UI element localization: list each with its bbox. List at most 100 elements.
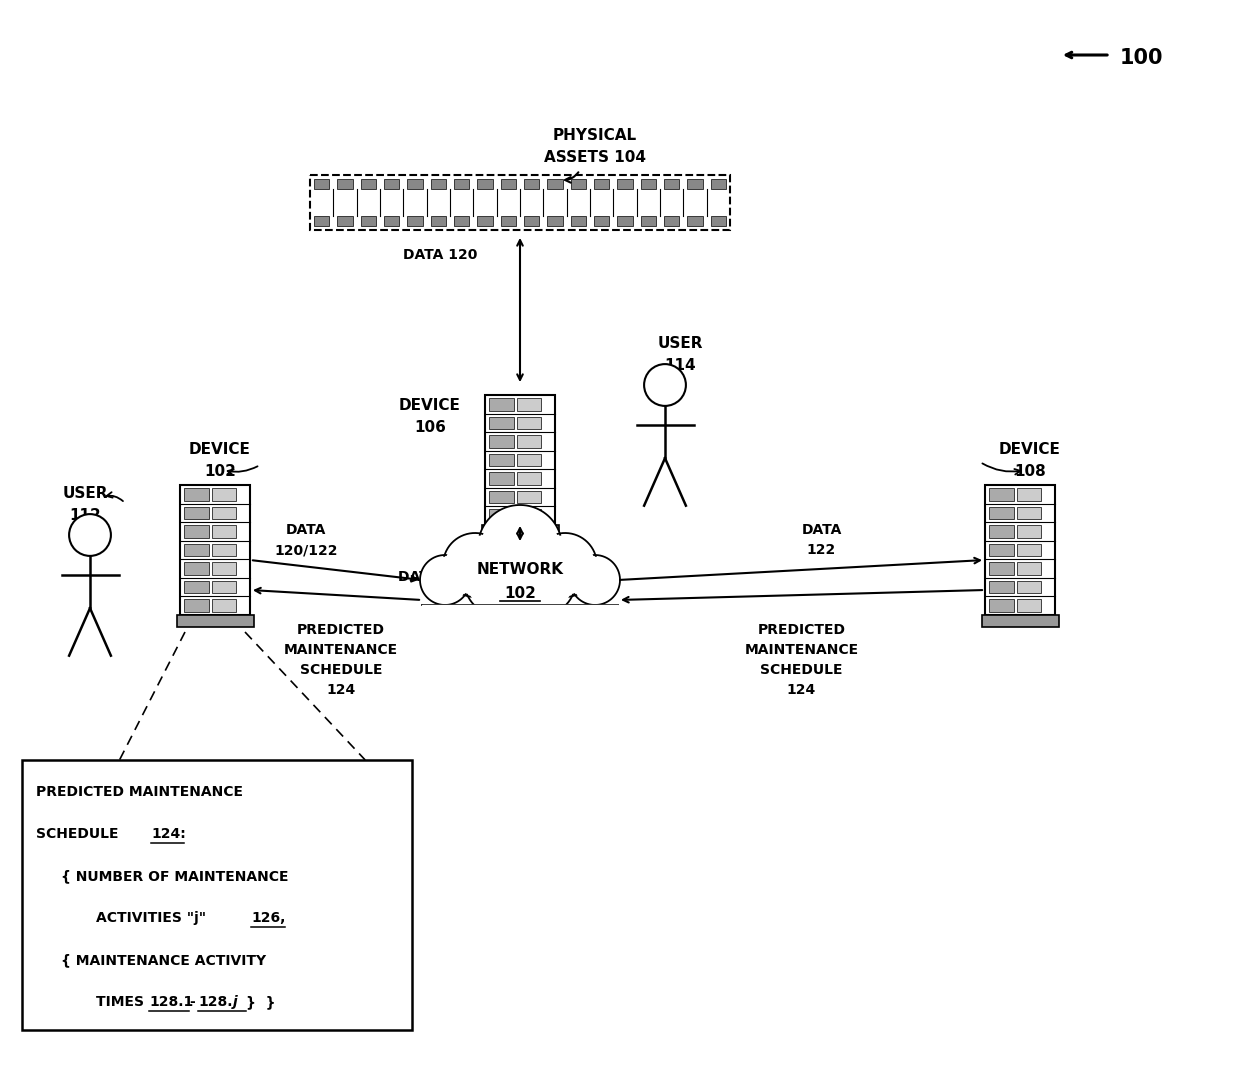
FancyBboxPatch shape — [517, 472, 541, 485]
Circle shape — [481, 508, 559, 586]
FancyBboxPatch shape — [525, 180, 539, 189]
Text: USER: USER — [62, 486, 108, 501]
Circle shape — [506, 546, 573, 614]
FancyBboxPatch shape — [489, 454, 513, 467]
FancyBboxPatch shape — [184, 600, 208, 612]
Circle shape — [477, 505, 562, 589]
Text: 120/122: 120/122 — [274, 543, 337, 557]
FancyBboxPatch shape — [990, 488, 1013, 501]
FancyBboxPatch shape — [361, 216, 376, 226]
Text: DATA: DATA — [285, 524, 326, 538]
FancyBboxPatch shape — [430, 216, 446, 226]
Circle shape — [422, 557, 469, 603]
FancyBboxPatch shape — [1017, 488, 1042, 501]
FancyBboxPatch shape — [711, 180, 725, 189]
FancyBboxPatch shape — [517, 454, 541, 467]
FancyBboxPatch shape — [184, 580, 208, 593]
Circle shape — [536, 535, 595, 594]
FancyBboxPatch shape — [641, 180, 656, 189]
Text: PREDICTED: PREDICTED — [298, 624, 384, 637]
FancyBboxPatch shape — [430, 180, 446, 189]
FancyBboxPatch shape — [618, 180, 632, 189]
FancyBboxPatch shape — [517, 435, 541, 447]
FancyBboxPatch shape — [711, 216, 725, 226]
Text: USER: USER — [657, 335, 703, 350]
Circle shape — [644, 364, 686, 406]
Circle shape — [445, 535, 505, 594]
FancyBboxPatch shape — [687, 216, 703, 226]
Text: 102: 102 — [505, 586, 536, 601]
FancyBboxPatch shape — [985, 485, 1055, 615]
FancyBboxPatch shape — [477, 180, 492, 189]
FancyBboxPatch shape — [454, 216, 469, 226]
Text: 114: 114 — [665, 358, 696, 373]
Text: DATA 120: DATA 120 — [398, 570, 472, 584]
FancyBboxPatch shape — [501, 216, 516, 226]
Text: { MAINTENANCE ACTIVITY: { MAINTENANCE ACTIVITY — [61, 954, 267, 968]
Text: 124: 124 — [326, 683, 356, 697]
FancyBboxPatch shape — [547, 216, 563, 226]
FancyBboxPatch shape — [489, 491, 513, 503]
FancyBboxPatch shape — [594, 216, 609, 226]
Circle shape — [443, 533, 507, 597]
Text: { NUMBER OF MAINTENANCE: { NUMBER OF MAINTENANCE — [61, 869, 289, 883]
Text: PREDICTED MAINTENANCE: PREDICTED MAINTENANCE — [36, 785, 243, 799]
Circle shape — [464, 544, 536, 616]
FancyBboxPatch shape — [517, 491, 541, 503]
Text: MAINTENANCE: MAINTENANCE — [744, 643, 858, 657]
FancyBboxPatch shape — [184, 544, 208, 556]
FancyBboxPatch shape — [176, 615, 253, 627]
Text: 102: 102 — [205, 464, 236, 479]
FancyBboxPatch shape — [570, 180, 587, 189]
Text: PHYSICAL: PHYSICAL — [553, 128, 637, 143]
Text: DATA 120: DATA 120 — [403, 248, 477, 262]
Text: 124:: 124: — [151, 827, 186, 841]
Circle shape — [503, 544, 577, 616]
Text: 124: 124 — [787, 683, 816, 697]
FancyBboxPatch shape — [525, 216, 539, 226]
FancyBboxPatch shape — [180, 485, 250, 615]
FancyBboxPatch shape — [990, 562, 1013, 575]
FancyBboxPatch shape — [212, 488, 236, 501]
Text: SCHEDULE: SCHEDULE — [760, 663, 843, 677]
FancyBboxPatch shape — [1017, 526, 1042, 538]
FancyBboxPatch shape — [337, 216, 352, 226]
FancyBboxPatch shape — [384, 216, 399, 226]
FancyBboxPatch shape — [663, 216, 680, 226]
Polygon shape — [422, 605, 618, 675]
FancyBboxPatch shape — [489, 510, 513, 522]
FancyBboxPatch shape — [594, 180, 609, 189]
Text: PREDICTED: PREDICTED — [758, 624, 846, 637]
FancyBboxPatch shape — [184, 488, 208, 501]
FancyBboxPatch shape — [1017, 562, 1042, 575]
Circle shape — [572, 557, 619, 603]
Text: 100: 100 — [1120, 48, 1163, 68]
Text: SCHEDULE: SCHEDULE — [36, 827, 123, 841]
FancyBboxPatch shape — [314, 216, 330, 226]
Text: 128.1: 128.1 — [149, 995, 193, 1009]
FancyBboxPatch shape — [407, 216, 423, 226]
FancyBboxPatch shape — [982, 615, 1059, 627]
Circle shape — [69, 514, 110, 556]
Text: DATA: DATA — [801, 524, 842, 538]
Circle shape — [420, 555, 470, 605]
FancyBboxPatch shape — [212, 600, 236, 612]
FancyBboxPatch shape — [1017, 600, 1042, 612]
FancyBboxPatch shape — [314, 180, 330, 189]
FancyBboxPatch shape — [517, 398, 541, 411]
Text: DEVICE: DEVICE — [999, 443, 1061, 458]
Text: TIMES: TIMES — [95, 995, 149, 1009]
Text: j: j — [233, 995, 238, 1009]
FancyBboxPatch shape — [184, 506, 208, 519]
FancyBboxPatch shape — [485, 395, 556, 525]
FancyBboxPatch shape — [990, 600, 1013, 612]
FancyBboxPatch shape — [310, 175, 730, 230]
FancyBboxPatch shape — [454, 180, 469, 189]
Text: ASSETS 104: ASSETS 104 — [544, 151, 646, 166]
FancyBboxPatch shape — [1017, 506, 1042, 519]
FancyBboxPatch shape — [22, 760, 412, 1030]
Circle shape — [466, 546, 533, 614]
FancyBboxPatch shape — [361, 180, 376, 189]
FancyBboxPatch shape — [481, 525, 558, 538]
FancyBboxPatch shape — [212, 544, 236, 556]
